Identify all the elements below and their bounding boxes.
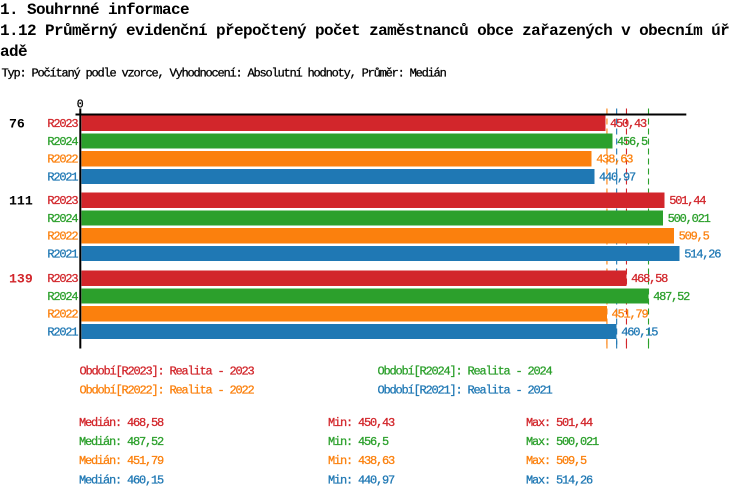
svg-text:R2021: R2021: [47, 171, 78, 185]
svg-text:456,5: 456,5: [617, 135, 648, 149]
svg-text:R2024: R2024: [47, 212, 78, 226]
svg-text:Období[R2022]: Realita - 2022: Období[R2022]: Realita - 2022: [80, 384, 255, 398]
svg-text:R2024: R2024: [47, 135, 78, 149]
svg-text:1. Souhrnné informace: 1. Souhrnné informace: [0, 1, 189, 19]
svg-text:500,021: 500,021: [668, 212, 711, 226]
svg-text:R2022: R2022: [47, 230, 78, 244]
svg-text:Období[R2024]: Realita - 2024: Období[R2024]: Realita - 2024: [378, 364, 553, 378]
svg-text:R2022: R2022: [47, 308, 78, 322]
svg-text:R2022: R2022: [47, 153, 78, 167]
svg-text:509,5: 509,5: [679, 230, 710, 244]
svg-text:501,44: 501,44: [669, 194, 706, 208]
svg-text:0: 0: [77, 98, 84, 111]
svg-text:Min: 450,43: Min: 450,43: [328, 416, 395, 430]
svg-text:adě: adě: [0, 43, 27, 61]
svg-text:Min: 438,63: Min: 438,63: [328, 454, 395, 468]
svg-text:451,79: 451,79: [612, 308, 649, 322]
svg-text:468,58: 468,58: [631, 272, 668, 286]
svg-text:Min: 440,97: Min: 440,97: [328, 473, 395, 487]
svg-text:R2024: R2024: [47, 290, 78, 304]
svg-text:460,15: 460,15: [621, 326, 658, 340]
svg-text:Max: 501,44: Max: 501,44: [526, 416, 593, 430]
svg-text:487,52: 487,52: [653, 290, 690, 304]
svg-text:Medián: 460,15: Medián: 460,15: [79, 473, 164, 487]
svg-text:440,97: 440,97: [599, 171, 636, 185]
svg-text:111: 111: [9, 193, 33, 208]
svg-text:Medián: 468,58: Medián: 468,58: [79, 416, 164, 430]
svg-text:R2023: R2023: [47, 272, 78, 286]
svg-text:Max: 514,26: Max: 514,26: [526, 473, 593, 487]
svg-text:438,63: 438,63: [596, 153, 633, 167]
svg-text:R2023: R2023: [47, 194, 78, 208]
svg-text:Medián: 451,79: Medián: 451,79: [79, 454, 164, 468]
svg-text:Max: 509,5: Max: 509,5: [526, 454, 587, 468]
svg-text:514,26: 514,26: [684, 248, 721, 262]
svg-text:450,43: 450,43: [610, 117, 647, 131]
svg-text:R2021: R2021: [47, 248, 78, 262]
svg-text:76: 76: [9, 116, 25, 131]
svg-text:Období[R2021]: Realita - 2021: Období[R2021]: Realita - 2021: [378, 384, 553, 398]
svg-text:139: 139: [9, 271, 33, 286]
svg-text:Období[R2023]: Realita - 2023: Období[R2023]: Realita - 2023: [80, 364, 255, 378]
svg-text:Max: 500,021: Max: 500,021: [526, 435, 599, 449]
svg-text:Medián: 487,52: Medián: 487,52: [79, 435, 164, 449]
svg-text:R2021: R2021: [47, 326, 78, 340]
svg-text:R2023: R2023: [47, 117, 78, 131]
svg-text:Min: 456,5: Min: 456,5: [328, 435, 389, 449]
svg-text:Typ: Počítaný podle vzorce, Vy: Typ: Počítaný podle vzorce, Vyhodnocení:…: [2, 66, 447, 80]
svg-text:1.12 Průměrný evidenční přepoč: 1.12 Průměrný evidenční přepočtený počet…: [0, 22, 729, 40]
